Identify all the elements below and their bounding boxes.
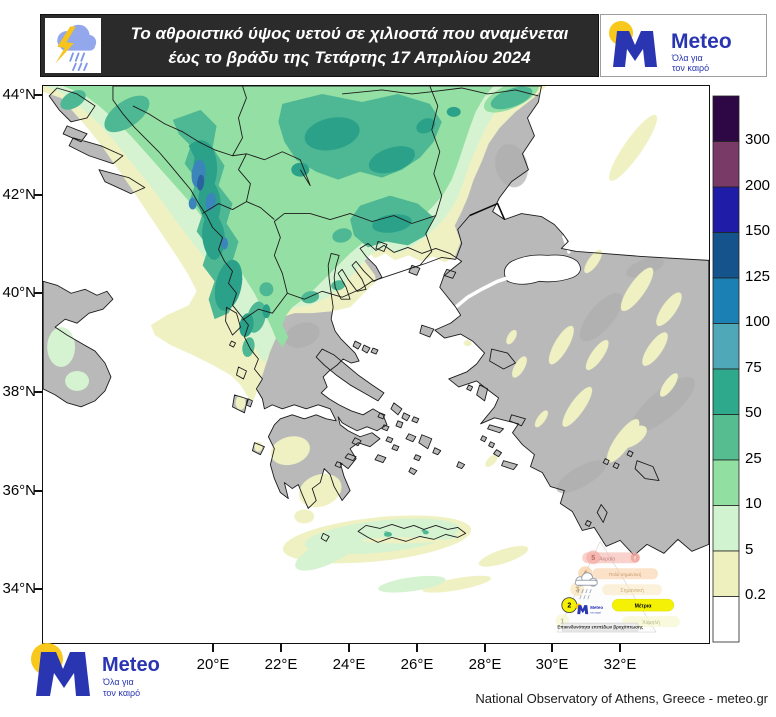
pyramid-num-5: 5 — [591, 555, 595, 562]
lat-label-38: 38°N — [2, 383, 36, 400]
risk-pyramid: Ακραία ! Πολύ σημαντική Σημαντική Μέτρια… — [555, 540, 680, 633]
legend-label-300: 300 — [745, 131, 771, 148]
pyramid-num-1: 1 — [560, 619, 564, 626]
meteo-logo-icon: Meteo Όλα για τον καιρό — [609, 21, 732, 73]
storm-cloud-icon — [55, 24, 97, 71]
pyramid-label-5: Ακραία — [599, 556, 615, 562]
legend-label-02: 0.2 — [745, 586, 766, 603]
lon-tick — [348, 644, 350, 652]
brand-tagline1: Όλα για — [102, 677, 134, 687]
lat-tick — [34, 292, 42, 294]
legend-label-150: 150 — [745, 222, 771, 239]
legend-label-75: 75 — [745, 359, 762, 376]
lat-label-40: 40°N — [2, 284, 36, 301]
pyramid-brand-name: Meteo — [590, 605, 603, 610]
meteo-logo-icon: Meteo Όλα για τον καιρό — [31, 643, 160, 698]
lat-tick — [34, 94, 42, 96]
legend-label-50: 50 — [745, 404, 762, 421]
map-title-line1: Το αθροιστικό ύψος υετού σε χιλιοστά που… — [130, 23, 569, 43]
map-title-line2: έως το βράδυ της Τετάρτης 17 Απριλίου 20… — [168, 47, 531, 67]
lon-tick — [280, 644, 282, 652]
lon-tick — [212, 644, 214, 652]
lon-label-22: 22°E — [264, 656, 298, 673]
warning-badge-icon — [630, 553, 640, 563]
lightning-bolt-icon — [55, 26, 76, 64]
lat-label-42: 42°N — [2, 186, 36, 203]
lon-label-32: 32°E — [603, 656, 637, 673]
lon-tick — [416, 644, 418, 652]
warning-mark: ! — [634, 556, 636, 562]
lat-tick — [34, 194, 42, 196]
relief-texture — [284, 144, 695, 494]
legend-label-100: 100 — [745, 313, 771, 330]
pyramid-cloud-icon — [574, 572, 598, 600]
lat-label-36: 36°N — [2, 482, 36, 499]
storm-icon-box — [45, 18, 101, 73]
lon-tick — [619, 644, 621, 652]
border-layer — [132, 86, 539, 321]
legend-label-10: 10 — [745, 495, 762, 512]
pyramid-brand-tagline: τον καιρό — [590, 611, 601, 615]
brand-name: Meteo — [102, 654, 160, 676]
lon-tick — [551, 644, 553, 652]
brand-tagline1: Όλα για — [671, 53, 703, 63]
pyramid-mini-logo: Meteo τον καιρό Επικινδυνότητα επιπέδων … — [557, 603, 644, 632]
map-canvas: Ακραία ! Πολύ σημαντική Σημαντική Μέτρια… — [42, 85, 710, 644]
meteo-logo-top: Meteo Όλα για τον καιρό — [600, 14, 767, 77]
pyramid-num-3: 3 — [575, 587, 579, 594]
pyramid-label-1: Χαμηλή — [642, 619, 660, 626]
lon-label-24: 24°E — [332, 656, 366, 673]
pyramid-label-4: Πολύ σημαντική — [609, 571, 642, 577]
legend-label-5: 5 — [745, 541, 754, 558]
lat-tick — [34, 588, 42, 590]
title-banner: Το αθροιστικό ύψος υετού σε χιλιοστά που… — [40, 14, 599, 77]
lat-label-34: 34°N — [2, 580, 36, 597]
meteo-logo-bottom: Meteo Όλα για τον καιρό — [26, 640, 176, 709]
brand-name: Meteo — [671, 30, 732, 53]
pyramid-label-2-active: Μέτρια — [635, 604, 653, 610]
rain-strokes — [69, 51, 88, 71]
lat-tick — [34, 490, 42, 492]
lat-label-44: 44°N — [2, 86, 36, 103]
lon-tick — [484, 644, 486, 652]
lat-tick — [34, 391, 42, 393]
lon-label-30: 30°E — [535, 656, 569, 673]
brand-tagline2: τον καιρό — [103, 688, 140, 698]
marmara-straits — [454, 234, 581, 309]
brand-tagline2: τον καιρό — [672, 63, 709, 73]
lon-label-20: 20°E — [196, 656, 230, 673]
pyramid-label-3: Σημαντική — [620, 587, 643, 594]
legend-label-25: 25 — [745, 450, 762, 467]
precipitation-colorbar — [712, 95, 740, 648]
attribution-text: National Observatory of Athens, Greece -… — [475, 691, 768, 706]
map-title: Το αθροιστικό ύψος υετού σε χιλιοστά που… — [101, 22, 598, 70]
pyramid-num-2-active: 2 — [567, 603, 571, 610]
legend-label-200: 200 — [745, 177, 771, 194]
lon-label-26: 26°E — [400, 656, 434, 673]
lon-label-28: 28°E — [468, 656, 502, 673]
pyramid-caption: Επικινδυνότητα επιπέδων βροχόπτωσης — [557, 625, 643, 630]
legend-label-125: 125 — [745, 268, 771, 285]
